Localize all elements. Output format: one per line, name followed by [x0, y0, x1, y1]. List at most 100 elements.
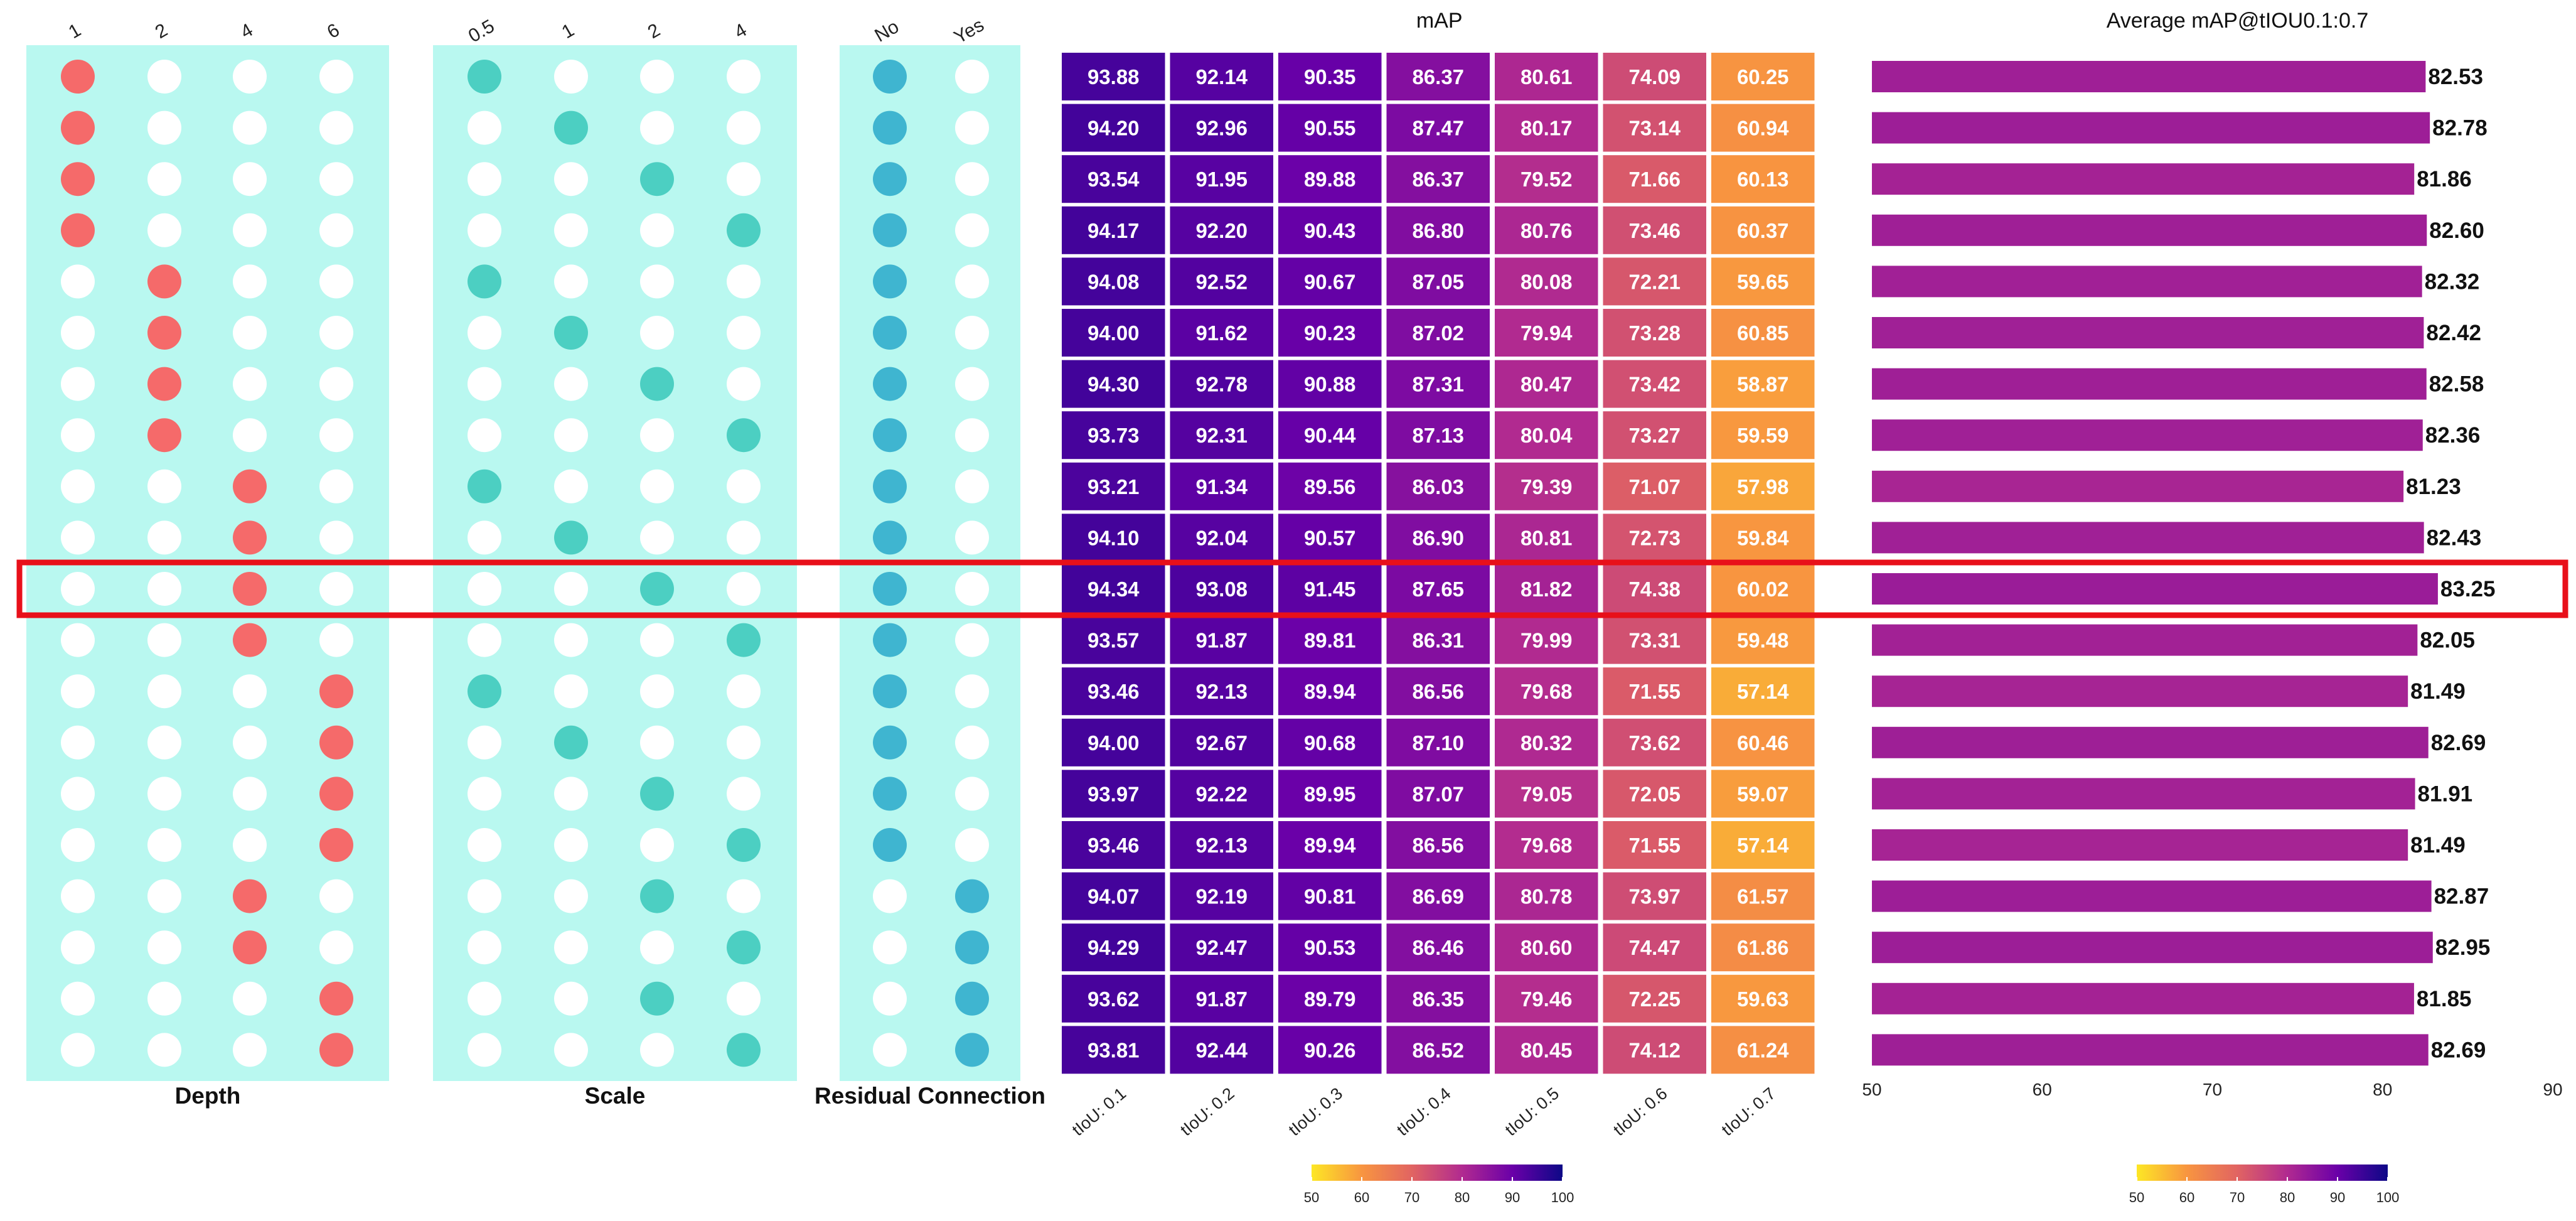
residual-connection-empty-dot: [873, 930, 907, 965]
residual-connection-selected-dot: [873, 316, 907, 350]
heatmap-cell: [1603, 770, 1706, 818]
heatmap-cell: [1170, 923, 1273, 972]
heatmap-cell-value: 61.24: [1737, 1038, 1789, 1062]
heatmap-cell-value: 73.46: [1628, 219, 1681, 242]
depth-empty-dot: [233, 162, 267, 196]
heatmap-cell: [1278, 616, 1382, 664]
scale-selected-dot: [554, 110, 588, 145]
residual-connection-empty-dot: [955, 213, 989, 247]
scale-selected-dot: [468, 674, 501, 709]
heatmap-cell-value: 71.55: [1628, 680, 1681, 703]
scale-empty-dot: [727, 162, 761, 196]
heatmap-cell-value: 92.44: [1195, 1038, 1248, 1062]
best-row-highlight: [16, 559, 2568, 618]
heatmap-cell: [1062, 974, 1165, 1023]
bar-colorbar: [2137, 1165, 2388, 1181]
bar: [1872, 880, 2432, 912]
residual-connection-empty-dot: [955, 520, 989, 555]
heatmap-cell: [1711, 718, 1815, 766]
heatmap-cell-value: 86.37: [1412, 168, 1464, 191]
heatmap-cell: [1278, 770, 1382, 818]
depth-empty-dot: [147, 828, 181, 862]
scale-selected-dot: [640, 572, 674, 606]
depth-empty-dot: [61, 623, 95, 657]
bar-value-label: 82.42: [2426, 321, 2481, 345]
heatmap-cell: [1603, 155, 1706, 203]
heatmap-cell-value: 89.94: [1304, 680, 1356, 703]
depth-empty-dot: [61, 316, 95, 350]
bar-value-label: 82.87: [2434, 885, 2489, 909]
heatmap-cell-value: 60.02: [1737, 578, 1789, 601]
heatmap-cell: [1386, 667, 1490, 716]
heatmap-cell-value: 87.65: [1412, 578, 1464, 601]
depth-selected-dot: [147, 316, 181, 350]
scale-empty-dot: [468, 213, 501, 247]
heatmap-cell-value: 91.87: [1195, 629, 1248, 652]
bar-value-label: 82.05: [2420, 628, 2475, 653]
heatmap-cell: [1170, 1026, 1273, 1074]
heatmap-cell: [1495, 821, 1598, 869]
scale-selected-dot: [640, 367, 674, 401]
depth-empty-dot: [233, 828, 267, 862]
depth-empty-dot: [319, 162, 353, 196]
scale-empty-dot: [727, 110, 761, 145]
heatmap-cell: [1495, 257, 1598, 306]
depth-empty-dot: [319, 520, 353, 555]
heatmap-cell: [1603, 53, 1706, 100]
heatmap-cell: [1386, 923, 1490, 972]
heatmap-cell: [1386, 616, 1490, 664]
scale-selected-dot: [727, 1033, 761, 1067]
residual-connection-selected-dot: [873, 828, 907, 862]
residual-connection-empty-dot: [955, 162, 989, 196]
depth-empty-dot: [233, 367, 267, 401]
heatmap-cell-value: 80.81: [1520, 526, 1573, 549]
heatmap-cell: [1603, 974, 1706, 1023]
heatmap-cell: [1386, 821, 1490, 869]
average-map-bar-chart: Average mAP@tIOU0.1:0.7 82.53 82.78 81.86 82…: [1862, 9, 2562, 1099]
heatmap-cell-value: 92.22: [1195, 782, 1248, 805]
scale-selected-dot: [468, 264, 501, 299]
heatmap-cell-value: 79.39: [1520, 475, 1573, 498]
heatmap-cell-value: 92.19: [1195, 885, 1248, 908]
scale-selected-dot: [640, 981, 674, 1016]
heatmap-colorbar-tick-label: 70: [1404, 1190, 1419, 1205]
bar: [1872, 317, 2424, 348]
config-panels: 1 2 4 6 Depth 0.5 1 2 4 Scale No Yes Residual Connec…: [26, 14, 1045, 1109]
bar-colorbar-tick-label: 80: [2280, 1190, 2295, 1205]
scale-empty-dot: [468, 316, 501, 350]
heatmap-cell-value: 81.82: [1520, 578, 1573, 601]
depth-selected-dot: [233, 469, 267, 503]
depth-empty-dot: [147, 213, 181, 247]
scale-empty-dot: [727, 725, 761, 760]
bar-value-label: 81.86: [2417, 167, 2472, 191]
heatmap-cell-value: 94.20: [1088, 117, 1140, 140]
heatmap-cell: [1062, 104, 1165, 152]
heatmap-cell-value: 92.47: [1195, 936, 1248, 959]
residual-connection-selected-dot: [873, 520, 907, 555]
heatmap-cell-value: 93.88: [1088, 65, 1140, 89]
depth-empty-dot: [233, 981, 267, 1016]
heatmap-cell-value: 59.63: [1737, 987, 1789, 1011]
residual-connection-selected-dot: [873, 725, 907, 760]
depth-column-label: 4: [237, 19, 257, 43]
scale-empty-dot: [640, 828, 674, 862]
heatmap-cell: [1711, 667, 1815, 716]
residual-connection-empty-dot: [955, 367, 989, 401]
heatmap-cell: [1278, 974, 1382, 1023]
heatmap-cell-value: 91.95: [1195, 168, 1248, 191]
scale-empty-dot: [554, 1033, 588, 1067]
heatmap-cell: [1603, 821, 1706, 869]
bar-value-label: 81.85: [2417, 987, 2472, 1011]
heatmap-colorbar-tick-label: 60: [1354, 1190, 1369, 1205]
heatmap-cell-value: 94.29: [1088, 936, 1140, 959]
heatmap-cell: [1386, 872, 1490, 920]
heatmap-cell: [1386, 309, 1490, 357]
depth-selected-dot: [319, 828, 353, 862]
heatmap-cell: [1278, 53, 1382, 100]
heatmap-cell-value: 74.38: [1628, 578, 1681, 601]
heatmap-cell: [1495, 411, 1598, 460]
heatmap-cell: [1278, 1026, 1382, 1074]
heatmap-cell: [1711, 462, 1815, 510]
heatmap-cell: [1386, 974, 1490, 1023]
residual-connection-selected-dot: [955, 1033, 989, 1067]
